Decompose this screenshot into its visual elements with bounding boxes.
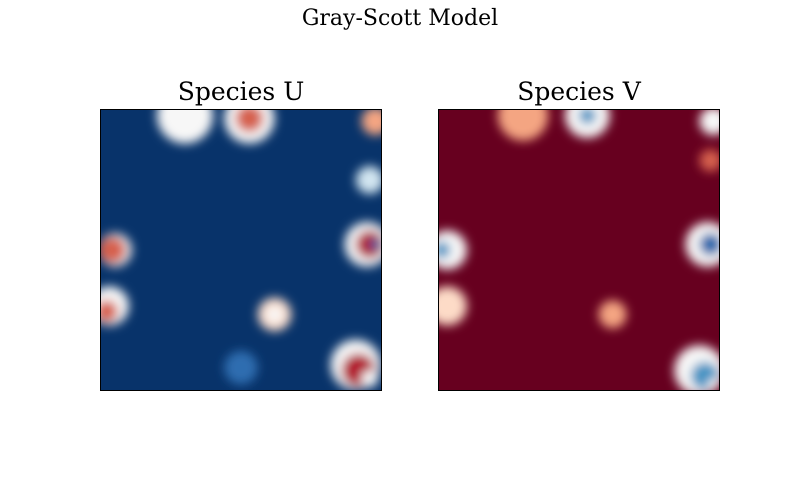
species-v-blob-4 — [699, 149, 719, 172]
species-v-canvas — [439, 110, 719, 390]
species-u-blob-0 — [157, 110, 213, 144]
species-u-blob-13 — [266, 306, 283, 323]
species-u-heatmap — [100, 109, 382, 391]
species-v-blob-5 — [439, 230, 467, 270]
species-u-title: Species U — [177, 77, 305, 106]
species-v-heatmap — [438, 109, 720, 391]
species-v-blob-3 — [699, 110, 719, 136]
species-v-blob-6 — [439, 241, 451, 259]
species-u-blob-8 — [101, 300, 118, 323]
species-u-blob-4 — [355, 166, 381, 194]
species-u-blob-6 — [101, 236, 127, 264]
species-v-blob-9 — [699, 233, 719, 256]
species-v-background — [439, 110, 719, 390]
species-u-blob-17 — [224, 350, 258, 385]
species-u-background — [101, 110, 381, 390]
species-v-blob-13 — [707, 378, 719, 390]
species-v-blob-10 — [598, 300, 627, 329]
species-u-blob-3 — [361, 110, 381, 136]
species-u-blob-11 — [369, 238, 381, 250]
species-v-blob-0 — [497, 110, 549, 141]
species-u-canvas — [101, 110, 381, 390]
species-u-blob-2 — [235, 110, 264, 133]
figure-title: Gray-Scott Model — [301, 6, 499, 31]
species-v-title: Species V — [517, 77, 641, 106]
species-u-blob-10 — [355, 230, 381, 259]
species-v-blob-2 — [579, 110, 596, 124]
species-v-blob-7 — [439, 286, 467, 326]
species-u-blob-16 — [361, 370, 379, 388]
